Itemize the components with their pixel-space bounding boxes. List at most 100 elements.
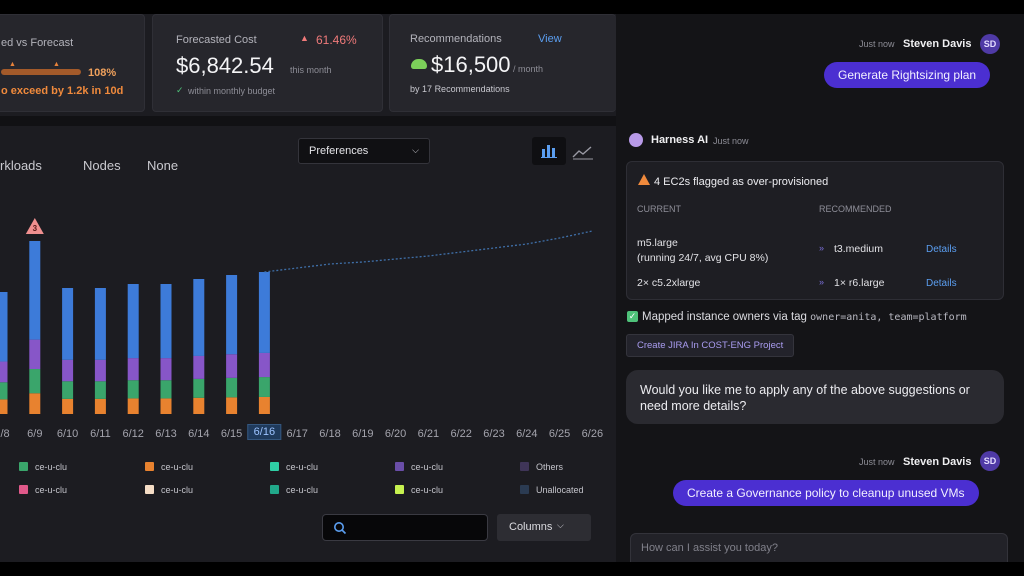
bar-chart-toggle[interactable] [532,137,566,165]
columns-button[interactable]: Columns ⌵ [497,514,591,541]
bar-segment[interactable] [226,275,238,355]
bar-segment[interactable] [226,377,238,398]
forecast-progress-bar [1,69,81,75]
anomaly-marker-icon[interactable] [25,218,44,234]
legend-label: ce-u-clu [411,462,444,472]
trend-up-icon: ▲ [300,33,309,43]
x-tick-label: 6/20 [384,428,407,440]
bar-segment[interactable] [193,397,205,414]
x-tick-label: 6/16 [247,424,282,440]
legend-item[interactable]: Others [520,462,563,472]
tab-workloads[interactable]: rkloads [0,158,42,173]
progress-marker-icon: ▲ [53,61,60,68]
legend-swatch [145,462,154,471]
warning-icon [638,174,650,185]
bar-segment[interactable] [160,398,172,414]
bar-segment[interactable] [62,398,74,414]
legend-item[interactable]: ce-u-clu [270,485,318,495]
legend-swatch [19,485,28,494]
forecast-period: this month [290,65,332,75]
avatar: SD [980,34,1000,54]
x-tick-label: 6/22 [450,428,472,440]
spend-vs-forecast-card: ed vs Forecast ▲ ▲ 108% o exceed by 1.2k… [0,14,145,112]
bar-segment[interactable] [127,284,139,359]
bar-segment[interactable] [226,397,238,414]
x-tick-label: 6/14 [188,428,210,440]
message-time: Just now [859,457,895,467]
chat-input-box[interactable]: How can I assist you today? [630,533,1008,562]
legend-swatch [395,462,404,471]
bar-segment[interactable] [29,339,41,370]
bar-segment[interactable] [258,352,270,378]
bar-segment[interactable] [160,284,172,359]
x-tick-label: 6/24 [516,428,538,440]
jira-button-label: Create JIRA In COST-ENG Project [637,340,784,351]
tab-none[interactable]: None [147,158,179,173]
anomaly-marker-label: 3 [33,224,38,233]
ai-message-time: Just now [713,136,749,146]
bar-segment[interactable] [193,279,205,356]
mapped-tag: owner=anita, team=platform [810,312,967,323]
bar-segment[interactable] [193,378,205,398]
line-chart-toggle[interactable] [568,137,598,165]
ai-question-text: Would you like me to apply any of the ab… [640,383,970,413]
bar-segment[interactable] [226,354,238,378]
bar-segment[interactable] [127,398,139,414]
recommendation-card: 4 EC2s flagged as over-provisioned CURRE… [626,161,1004,300]
recommendations-count: by 17 Recommendations [410,84,510,94]
legend-item[interactable]: ce-u-clu [395,485,443,495]
x-tick-label: 6/10 [56,428,79,440]
preferences-dropdown[interactable]: Preferences ⌵ [298,138,430,164]
x-tick-label: 6/13 [155,428,177,440]
bar-segment[interactable] [127,358,139,381]
check-icon: ✓ [176,85,184,95]
legend-item[interactable]: ce-u-clu [145,462,193,472]
bar-segment[interactable] [62,359,74,382]
bar-segment[interactable] [160,358,172,381]
legend-item[interactable]: ce-u-clu [19,462,67,472]
bar-segment[interactable] [94,398,106,414]
bar-segment[interactable] [193,355,205,379]
create-jira-button[interactable]: Create JIRA In COST-ENG Project [626,334,795,357]
bar-segment[interactable] [0,292,8,362]
view-recommendations-link[interactable]: View [538,33,562,45]
section-divider [0,116,616,126]
bar-segment[interactable] [0,361,8,383]
recommendations-card: Recommendations View $16,500 / month by … [389,14,616,112]
details-link[interactable]: Details [926,278,957,289]
legend-item[interactable]: Unallocated [520,485,584,495]
bar-segment[interactable] [62,381,74,399]
current-instance: 2× c5.2xlarge [637,277,701,289]
bar-segment[interactable] [258,396,270,414]
details-link[interactable]: Details [926,244,957,255]
bar-segment[interactable] [94,381,106,399]
bar-segment[interactable] [127,380,139,399]
bar-segment[interactable] [29,241,41,340]
search-box[interactable] [322,514,488,541]
bar-segment[interactable] [258,377,270,397]
col-recommended: RECOMMENDED [819,204,892,214]
legend-item[interactable]: ce-u-clu [270,462,318,472]
card-title: Recommendations [410,33,502,45]
legend-swatch [270,462,279,471]
avatar: SD [980,451,1000,471]
legend-item[interactable]: ce-u-clu [395,462,443,472]
bar-segment[interactable] [0,382,8,400]
bar-segment[interactable] [258,272,270,353]
bar-segment[interactable] [94,288,106,360]
bar-segment[interactable] [29,393,41,414]
bar-segment[interactable] [94,359,106,382]
x-tick-label: 6/23 [483,428,505,440]
current-instance: m5.large [637,237,678,249]
legend-item[interactable]: ce-u-clu [19,485,67,495]
legend-item[interactable]: ce-u-clu [145,485,193,495]
x-tick-label: 6/25 [548,428,571,440]
recommended-instance: t3.medium [834,243,884,255]
tab-nodes[interactable]: Nodes [83,158,121,173]
bar-segment[interactable] [0,399,8,414]
bar-segment[interactable] [29,369,41,394]
harness-ai-icon [629,133,643,147]
bar-segment[interactable] [62,288,74,360]
cost-bar-chart: 3 [0,218,593,414]
bar-segment[interactable] [160,380,172,399]
